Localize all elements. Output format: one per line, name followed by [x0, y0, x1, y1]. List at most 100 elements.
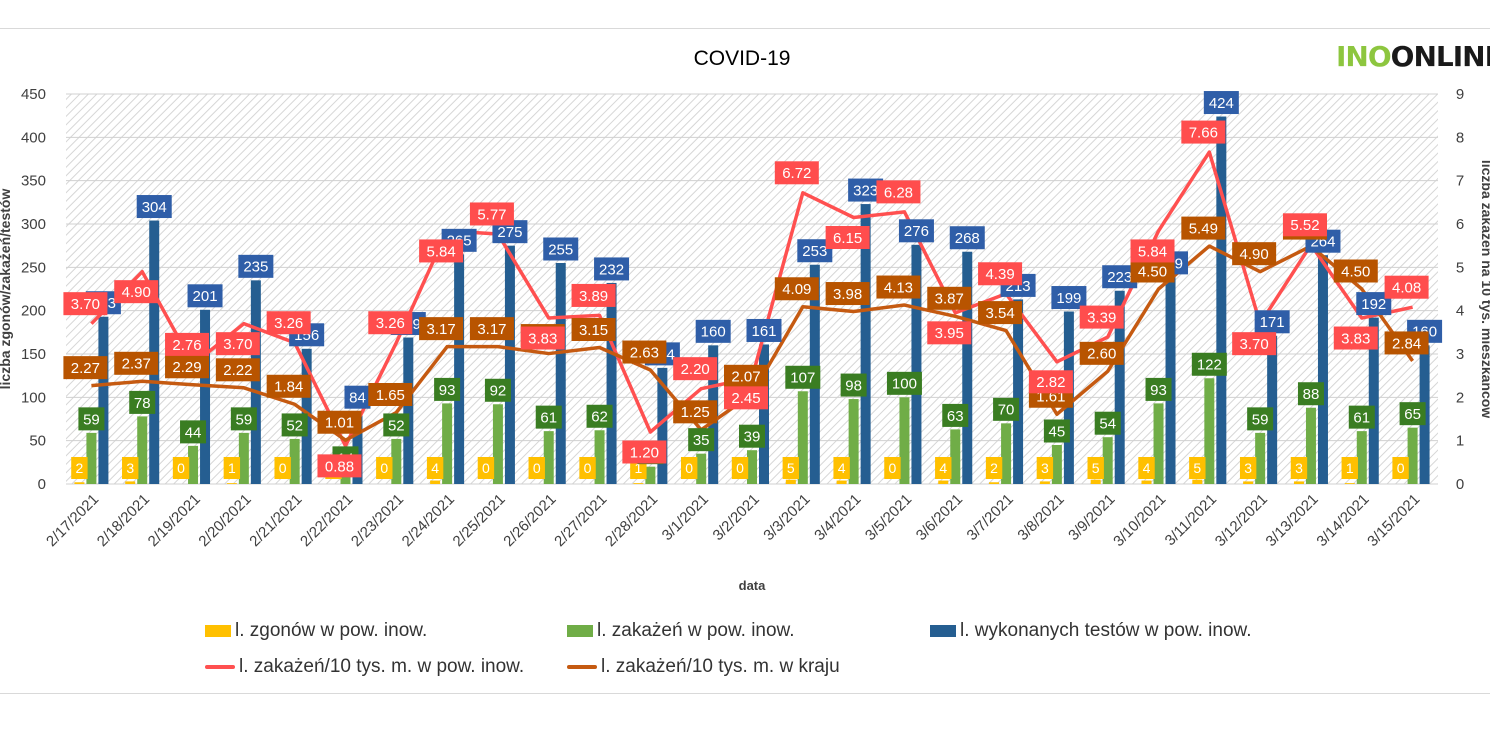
data-label: 3.26	[368, 311, 412, 334]
legend-line-rate-country	[567, 665, 597, 669]
data-label-text: 5.84	[427, 243, 456, 260]
data-label-text: 4	[838, 460, 846, 476]
data-label-text: 0	[736, 460, 744, 476]
data-label: 0	[884, 457, 900, 479]
data-label-text: 3.26	[376, 315, 405, 332]
data-label-text: 45	[1049, 423, 1066, 440]
data-label: 232	[594, 257, 629, 280]
data-label-text: 5.52	[1290, 217, 1319, 234]
bar-deaths	[1294, 481, 1304, 484]
data-label-text: 4.50	[1341, 263, 1370, 280]
data-label: 107	[785, 366, 820, 389]
bar-deaths	[786, 480, 796, 484]
bar-infections	[1357, 431, 1367, 484]
y2-tick-label: 2	[1456, 389, 1464, 406]
data-label: 2.37	[114, 352, 158, 375]
legend-item-deaths: l. zgonów w pow. inow.	[205, 620, 427, 642]
data-label-text: 44	[185, 424, 202, 441]
data-label-text: 61	[1353, 410, 1370, 427]
data-label-text: 93	[1150, 382, 1167, 399]
bar-infections	[595, 430, 605, 484]
data-label-text: 161	[751, 323, 776, 340]
data-label: 3.17	[419, 317, 463, 340]
bar-deaths	[1345, 483, 1355, 484]
y-tick-label: 400	[21, 129, 46, 146]
data-label: 3	[1037, 457, 1053, 479]
data-label-text: 3	[1041, 460, 1049, 476]
data-label: 5.84	[419, 239, 463, 262]
data-label: 3.70	[63, 292, 107, 315]
data-label-text: 78	[134, 395, 151, 412]
data-label-text: 2.37	[122, 356, 151, 373]
bar-deaths	[125, 481, 135, 484]
x-tick-label: 2/28/2021	[602, 491, 661, 550]
data-label: 2	[71, 457, 87, 479]
data-label-text: 54	[1099, 416, 1116, 433]
inoonline-logo: INOONLINE	[1336, 40, 1490, 73]
y-tick-label: 150	[21, 346, 46, 363]
bar-infections	[544, 431, 554, 484]
data-label: 44	[180, 420, 206, 443]
data-label: 2.63	[622, 341, 666, 364]
data-label: 4	[833, 457, 849, 479]
data-label-text: 5.77	[477, 206, 506, 223]
bar-infections	[1255, 433, 1265, 484]
data-label-text: 107	[790, 370, 815, 387]
data-label-text: 6.28	[884, 184, 913, 201]
data-label: 3.98	[826, 282, 870, 305]
x-tick-label: 3/3/2021	[760, 491, 813, 544]
data-label-text: 2	[990, 460, 998, 476]
chart-frame: 0 50 100 150 200 250 300 350 400 450 0123456789 2…	[0, 28, 1490, 694]
data-label-text: 70	[998, 402, 1015, 419]
bar-tests	[1318, 255, 1328, 484]
legend-label-deaths: l. zgonów w pow. inow.	[235, 620, 427, 642]
data-label: 93	[434, 378, 460, 401]
data-label-text: 4	[1143, 460, 1151, 476]
data-label-text: 6.15	[833, 230, 862, 247]
data-label: 2.60	[1080, 342, 1124, 365]
data-label: 0.88	[317, 454, 361, 477]
bar-infections	[798, 391, 808, 484]
data-label: 5.77	[470, 202, 514, 225]
data-label: 3.83	[1334, 327, 1378, 350]
data-label-text: 35	[693, 432, 710, 449]
data-label: 3.39	[1080, 306, 1124, 329]
bar-deaths	[1040, 481, 1050, 484]
y-tick-label: 350	[21, 173, 46, 190]
data-label-text: 2.60	[1087, 346, 1116, 363]
data-label: 98	[841, 374, 867, 397]
data-label-text: 3.83	[528, 330, 557, 347]
x-tick-label: 3/1/2021	[659, 491, 712, 544]
data-label: 84	[344, 386, 370, 409]
data-label: 70	[993, 398, 1019, 421]
data-label-text: 0	[177, 460, 185, 476]
data-label-text: 5	[787, 460, 795, 476]
bar-infections	[645, 467, 655, 484]
data-label: 0	[529, 457, 545, 479]
y-tick-label: 0	[38, 476, 46, 493]
bar-infections	[290, 439, 300, 484]
data-label: 4	[1138, 457, 1154, 479]
legend-item-rate-country: l. zakażeń/10 tys. m. w kraju	[567, 656, 840, 678]
x-tick-label: 3/7/2021	[964, 491, 1017, 544]
x-tick-label: 3/14/2021	[1313, 491, 1372, 550]
data-label-text: 1.25	[681, 404, 710, 421]
data-label-text: 3.83	[1341, 330, 1370, 347]
data-label-text: 2.27	[71, 360, 100, 377]
data-label: 0	[274, 457, 290, 479]
y2-axis-label: liczba zakażeń na 10 tys. mieszkańców	[1479, 160, 1490, 418]
data-label: 0	[478, 457, 494, 479]
data-label-text: 3.15	[579, 322, 608, 339]
bar-infections	[1001, 423, 1011, 484]
data-label: 4	[935, 457, 951, 479]
chart-title: COVID-19	[694, 47, 791, 70]
data-label-text: 3.26	[274, 315, 303, 332]
bar-infections	[86, 433, 96, 484]
data-label-text: 268	[955, 230, 980, 247]
data-label-text: 253	[802, 243, 827, 260]
data-label: 5	[1189, 457, 1205, 479]
data-label: 3.54	[978, 301, 1022, 324]
data-label-text: 4.08	[1392, 280, 1421, 297]
data-label-text: 2.07	[731, 369, 760, 386]
data-label: 3.15	[572, 318, 616, 341]
